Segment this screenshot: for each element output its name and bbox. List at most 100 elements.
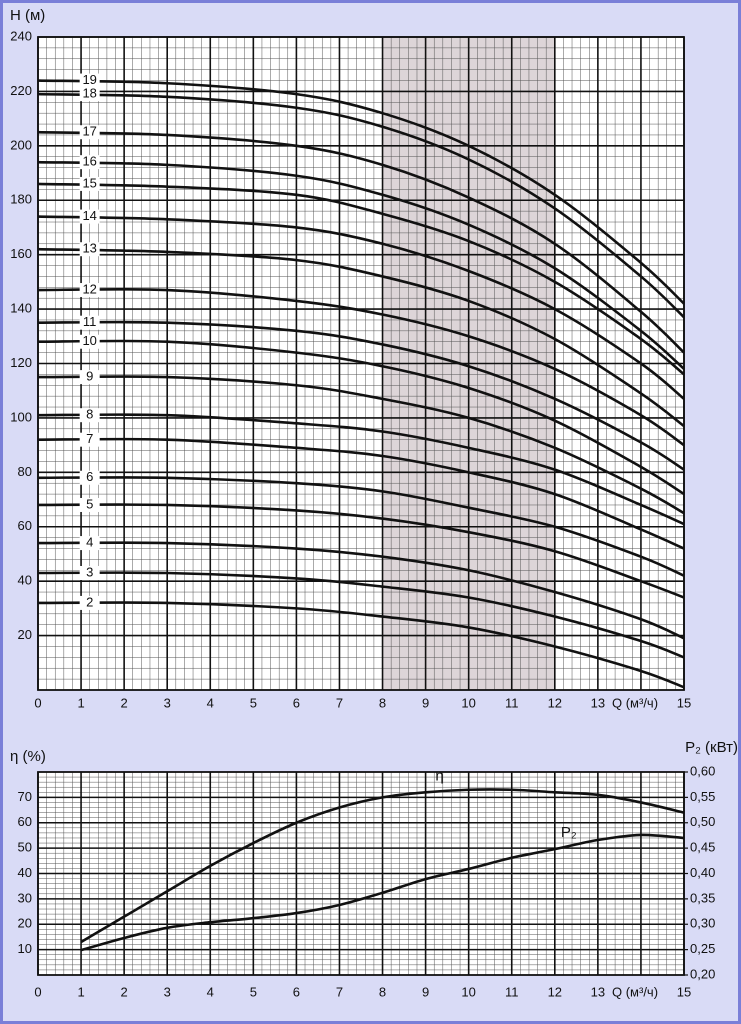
x-tick-label: 4	[207, 695, 214, 710]
curve-label: 2	[86, 594, 93, 609]
curve-label-bg	[79, 536, 100, 551]
curve-label-bg	[79, 155, 100, 170]
curve	[80, 833, 685, 952]
y-tick-label: 10	[18, 941, 32, 956]
curve-label: 15	[82, 175, 96, 190]
y2-tick-label: 0,50	[690, 814, 715, 829]
x-tick-label: 13	[591, 984, 605, 999]
curve	[37, 182, 685, 376]
y2-tick-label: 0,45	[690, 840, 715, 855]
plot-border	[37, 771, 685, 976]
y2-axis-label: P₂ (кВт)	[685, 739, 738, 756]
curve-label: 17	[82, 124, 96, 139]
curve-label: 14	[82, 208, 96, 223]
x-tick-label: 3	[164, 695, 171, 710]
x-tick-label: 8	[379, 695, 386, 710]
y-tick-label: 200	[10, 137, 32, 152]
curve-label: 8	[86, 407, 93, 422]
curve-label-bg	[79, 87, 100, 102]
x-tick-label: 4	[207, 984, 214, 999]
y2-tick-label: 0,25	[690, 941, 715, 956]
curve	[37, 571, 685, 659]
curve-label: 7	[86, 431, 93, 446]
curve-label: 4	[86, 535, 93, 550]
x-axis-label: Q (м³/ч)	[612, 984, 658, 999]
x-tick-label: 6	[293, 695, 300, 710]
x-tick-label: 0	[34, 695, 41, 710]
curve	[37, 92, 685, 319]
y2-tick-label: 0,35	[690, 890, 715, 905]
curve-label-bg	[79, 176, 100, 191]
curve-label: 3	[86, 564, 93, 579]
y2-tick-label: 0,20	[690, 966, 715, 981]
x-tick-label: 5	[250, 984, 257, 999]
x-tick-label: 3	[164, 984, 171, 999]
x-tick-label: 11	[505, 695, 519, 710]
x-tick-label: 0	[34, 984, 41, 999]
y-tick-label: 140	[10, 301, 32, 316]
curve-label: 18	[82, 86, 96, 101]
x-tick-label: 1	[77, 695, 84, 710]
curve	[37, 375, 685, 515]
y-axis-label: η (%)	[10, 748, 46, 765]
y2-tick-label: 0,40	[690, 865, 715, 880]
curve-label: 9	[86, 369, 93, 384]
curve	[37, 541, 685, 640]
curve	[37, 339, 685, 496]
curve-label-bg	[79, 209, 100, 224]
curve	[37, 130, 685, 354]
y-tick-label: 20	[18, 916, 32, 931]
curve-label-bg	[79, 283, 100, 298]
x-tick-label: 9	[422, 984, 429, 999]
plot-border	[37, 36, 685, 691]
x-tick-label: 15	[677, 984, 691, 999]
y-tick-label: 30	[18, 890, 32, 905]
y2-tick-label: 0,30	[690, 916, 715, 931]
y-tick-label: 100	[10, 409, 32, 424]
curve-label-bg	[79, 125, 100, 140]
x-tick-label: 12	[548, 695, 562, 710]
curve-label-bg	[79, 242, 100, 257]
curve-label: 11	[83, 314, 97, 329]
y-tick-label: 60	[18, 518, 32, 533]
x-tick-label: 9	[422, 695, 429, 710]
x-tick-label: 8	[379, 984, 386, 999]
y-axis-label: H (м)	[10, 7, 45, 24]
curve-label: 10	[82, 333, 96, 348]
curve-label: 13	[82, 241, 96, 256]
curve-label-bg	[79, 370, 100, 385]
curve-label-bg	[79, 73, 100, 88]
y2-tick-label: 0,60	[690, 763, 715, 778]
curve-label: η	[435, 767, 443, 784]
curve-label-bg	[79, 408, 100, 423]
curve	[37, 437, 685, 550]
curve	[37, 413, 685, 526]
curve-label-bg	[79, 432, 100, 447]
x-label-bg	[610, 985, 674, 1001]
x-tick-label: 11	[505, 984, 519, 999]
y-tick-label: 40	[18, 573, 32, 588]
x-tick-label: 7	[336, 984, 343, 999]
curve-label: P₂	[561, 824, 577, 841]
y-tick-label: 220	[10, 83, 32, 98]
y-tick-label: 20	[18, 627, 32, 642]
x-tick-label: 2	[121, 984, 128, 999]
curve	[80, 788, 685, 944]
x-tick-label: 6	[293, 984, 300, 999]
y-tick-label: 40	[18, 865, 32, 880]
curve-label-bg	[79, 334, 100, 349]
x-tick-label: 15	[677, 695, 691, 710]
curve-label: 5	[86, 496, 93, 511]
y-tick-label: 160	[10, 246, 32, 261]
curve-label-bg	[79, 566, 100, 581]
curve-label: 19	[82, 72, 96, 87]
curve-label-bg	[79, 315, 100, 330]
y-tick-label: 240	[10, 28, 32, 43]
x-tick-label: 1	[77, 984, 84, 999]
curve	[37, 160, 685, 370]
curve-label-bg	[79, 595, 100, 610]
curve-label: 6	[86, 469, 93, 484]
x-label-bg	[610, 696, 674, 712]
